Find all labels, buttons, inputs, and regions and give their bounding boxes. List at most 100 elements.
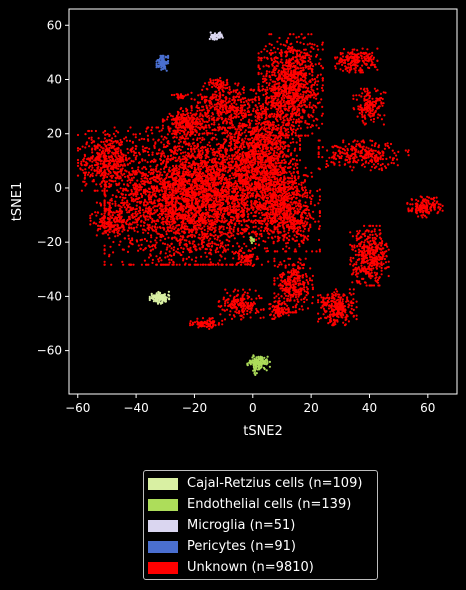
data-point [223, 221, 226, 224]
data-point [145, 207, 148, 210]
data-point [251, 170, 254, 173]
data-point [249, 138, 252, 141]
data-point [292, 52, 295, 55]
data-point [143, 138, 146, 141]
data-point [146, 174, 149, 177]
data-point [224, 170, 227, 173]
data-point [231, 135, 234, 138]
data-point [266, 131, 269, 134]
data-point [201, 233, 204, 237]
data-point [241, 139, 244, 142]
data-point [146, 223, 149, 226]
data-point [259, 139, 262, 142]
data-point [164, 209, 167, 213]
data-point [285, 155, 288, 158]
data-point [184, 206, 188, 209]
data-point [167, 236, 170, 239]
data-point [117, 190, 120, 194]
data-point [160, 189, 163, 192]
data-point [226, 202, 229, 205]
data-point [241, 117, 245, 120]
data-point [104, 195, 107, 198]
data-point [195, 230, 198, 233]
data-point [234, 223, 237, 227]
data-point [142, 231, 145, 234]
data-point [251, 155, 254, 158]
data-point [255, 205, 258, 208]
data-point [289, 165, 292, 169]
data-point [222, 228, 225, 231]
data-point [238, 222, 241, 225]
data-point [224, 161, 227, 164]
data-point [210, 174, 213, 178]
data-point [194, 191, 197, 194]
data-point [279, 118, 282, 121]
data-point [266, 155, 269, 158]
data-point [244, 129, 247, 132]
data-point [196, 146, 199, 149]
data-point [161, 263, 164, 266]
data-point [158, 256, 161, 259]
data-point [172, 260, 175, 263]
data-point [121, 260, 124, 263]
data-point [220, 233, 223, 236]
data-point [298, 143, 302, 147]
data-point [157, 258, 160, 261]
data-point [219, 147, 222, 150]
data-point [264, 133, 267, 136]
data-point [188, 221, 191, 225]
data-point [234, 252, 237, 255]
data-point [275, 183, 278, 186]
data-point [203, 138, 206, 141]
data-point [289, 154, 293, 157]
data-point [245, 141, 248, 144]
data-point [276, 155, 280, 158]
data-point [180, 185, 183, 188]
data-point [206, 225, 209, 228]
data-point [225, 226, 229, 229]
data-point [204, 206, 208, 209]
data-point [211, 226, 214, 229]
data-point [233, 197, 236, 200]
data-point [260, 150, 263, 153]
data-point [189, 186, 193, 189]
data-point [288, 170, 291, 173]
data-point [220, 255, 223, 258]
data-point [103, 263, 106, 266]
data-point [155, 241, 158, 244]
data-point [135, 221, 139, 224]
data-point [141, 208, 144, 212]
data-point [226, 239, 229, 242]
data-point [243, 131, 246, 134]
data-point [164, 200, 167, 203]
data-point [245, 245, 248, 248]
data-point [144, 193, 147, 196]
data-point [284, 144, 287, 148]
data-point [201, 246, 204, 249]
data-point [210, 159, 214, 162]
data-point [136, 201, 139, 204]
data-point [237, 158, 240, 161]
data-point [267, 175, 270, 178]
data-point [227, 166, 231, 169]
data-point [237, 149, 240, 152]
data-point [232, 228, 235, 231]
data-point [198, 165, 201, 168]
data-point [216, 154, 219, 157]
data-point [171, 227, 174, 230]
data-point [216, 188, 219, 191]
data-point [210, 223, 213, 226]
data-point [210, 187, 213, 190]
data-point [187, 235, 190, 238]
data-point [210, 245, 213, 248]
data-point [209, 144, 212, 147]
data-point [148, 223, 151, 227]
data-point [156, 180, 159, 183]
data-point [175, 176, 178, 179]
data-point [103, 260, 106, 263]
data-point [135, 204, 138, 207]
data-point [166, 255, 169, 258]
data-point [225, 176, 228, 179]
data-point [207, 218, 210, 221]
data-point [228, 236, 231, 239]
